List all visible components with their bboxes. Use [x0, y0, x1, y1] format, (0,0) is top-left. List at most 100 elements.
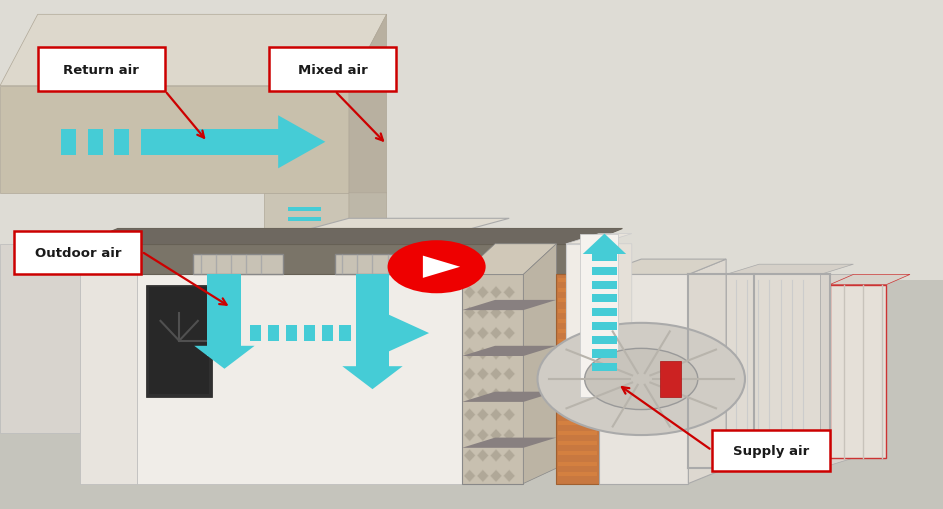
- FancyBboxPatch shape: [592, 322, 617, 330]
- Polygon shape: [558, 350, 597, 354]
- Polygon shape: [504, 327, 515, 340]
- Polygon shape: [146, 130, 292, 155]
- Polygon shape: [477, 348, 488, 360]
- Polygon shape: [830, 285, 886, 458]
- Text: Outdoor air: Outdoor air: [35, 247, 121, 260]
- Polygon shape: [464, 348, 475, 360]
- FancyBboxPatch shape: [356, 275, 389, 377]
- Polygon shape: [599, 275, 688, 484]
- FancyBboxPatch shape: [193, 254, 283, 275]
- Text: Supply air: Supply air: [733, 444, 809, 457]
- Polygon shape: [504, 429, 515, 441]
- Polygon shape: [820, 275, 853, 468]
- Polygon shape: [566, 234, 632, 244]
- Polygon shape: [504, 348, 515, 360]
- Polygon shape: [349, 193, 387, 229]
- Polygon shape: [558, 441, 597, 445]
- Polygon shape: [464, 429, 475, 441]
- Polygon shape: [558, 390, 597, 394]
- Polygon shape: [490, 470, 502, 482]
- Polygon shape: [311, 229, 472, 254]
- Polygon shape: [504, 409, 515, 421]
- Polygon shape: [477, 368, 488, 380]
- Polygon shape: [462, 300, 556, 310]
- Polygon shape: [422, 256, 460, 278]
- Polygon shape: [566, 244, 599, 397]
- Text: Return air: Return air: [63, 64, 140, 76]
- FancyBboxPatch shape: [592, 308, 617, 317]
- Polygon shape: [490, 449, 502, 462]
- Polygon shape: [558, 380, 597, 384]
- Polygon shape: [504, 470, 515, 482]
- Polygon shape: [504, 388, 515, 401]
- Polygon shape: [558, 309, 597, 313]
- FancyBboxPatch shape: [592, 267, 617, 275]
- FancyBboxPatch shape: [712, 430, 830, 471]
- FancyBboxPatch shape: [304, 325, 315, 342]
- FancyBboxPatch shape: [592, 281, 617, 289]
- Polygon shape: [477, 307, 488, 319]
- Polygon shape: [477, 409, 488, 421]
- Polygon shape: [558, 411, 597, 415]
- Polygon shape: [464, 449, 475, 462]
- Polygon shape: [490, 368, 502, 380]
- Polygon shape: [311, 219, 509, 229]
- Polygon shape: [477, 470, 488, 482]
- Polygon shape: [464, 470, 475, 482]
- Polygon shape: [558, 340, 597, 344]
- Text: Mixed air: Mixed air: [298, 64, 367, 76]
- Polygon shape: [504, 287, 515, 299]
- Polygon shape: [462, 244, 556, 275]
- Polygon shape: [278, 116, 325, 169]
- Polygon shape: [472, 229, 509, 254]
- FancyBboxPatch shape: [592, 253, 617, 262]
- Polygon shape: [80, 229, 622, 244]
- FancyBboxPatch shape: [141, 130, 156, 155]
- Polygon shape: [523, 244, 556, 484]
- Polygon shape: [580, 234, 618, 397]
- Polygon shape: [477, 327, 488, 340]
- Polygon shape: [464, 409, 475, 421]
- Polygon shape: [80, 229, 622, 244]
- Polygon shape: [349, 15, 387, 193]
- Polygon shape: [0, 15, 387, 87]
- FancyBboxPatch shape: [288, 217, 321, 221]
- FancyBboxPatch shape: [250, 325, 261, 342]
- Polygon shape: [558, 289, 597, 293]
- Polygon shape: [477, 429, 488, 441]
- FancyBboxPatch shape: [592, 363, 617, 372]
- Polygon shape: [464, 287, 475, 299]
- Polygon shape: [490, 307, 502, 319]
- FancyBboxPatch shape: [335, 254, 424, 275]
- FancyBboxPatch shape: [357, 325, 369, 342]
- Polygon shape: [490, 348, 502, 360]
- Polygon shape: [0, 87, 349, 193]
- Polygon shape: [558, 451, 597, 456]
- FancyBboxPatch shape: [38, 48, 165, 92]
- Polygon shape: [477, 449, 488, 462]
- Polygon shape: [146, 285, 212, 397]
- Polygon shape: [558, 431, 597, 435]
- Polygon shape: [80, 244, 585, 275]
- FancyBboxPatch shape: [592, 336, 617, 344]
- Polygon shape: [490, 287, 502, 299]
- Polygon shape: [464, 388, 475, 401]
- Polygon shape: [477, 388, 488, 401]
- FancyBboxPatch shape: [286, 325, 297, 342]
- FancyBboxPatch shape: [592, 295, 617, 303]
- Polygon shape: [80, 244, 137, 484]
- Polygon shape: [342, 366, 403, 389]
- FancyBboxPatch shape: [322, 325, 333, 342]
- Polygon shape: [558, 401, 597, 405]
- Polygon shape: [490, 388, 502, 401]
- Polygon shape: [726, 275, 820, 468]
- Polygon shape: [477, 287, 488, 299]
- Polygon shape: [387, 314, 429, 353]
- Polygon shape: [558, 329, 597, 333]
- Polygon shape: [194, 346, 255, 369]
- Polygon shape: [558, 472, 597, 476]
- Polygon shape: [264, 193, 349, 229]
- Polygon shape: [556, 275, 599, 484]
- Polygon shape: [599, 260, 726, 275]
- Polygon shape: [149, 288, 209, 394]
